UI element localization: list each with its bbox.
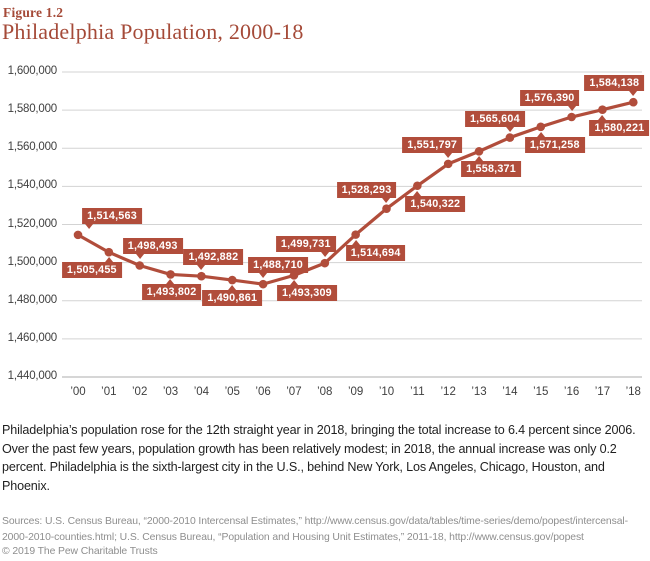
data-label-badge: 1,498,493 bbox=[122, 238, 183, 260]
x-axis-tick-label: ’15 bbox=[533, 386, 549, 398]
data-point bbox=[567, 112, 576, 122]
y-axis-tick-label: 1,520,000 bbox=[7, 217, 58, 230]
chart-caption: Philadelphia’s population rose for the 1… bbox=[2, 423, 636, 493]
data-label-badge: 1,490,861 bbox=[202, 285, 263, 307]
data-label-badge: 1,540,322 bbox=[405, 190, 466, 212]
x-axis-tick-label: ’09 bbox=[347, 386, 364, 398]
y-axis-tick-label: 1,460,000 bbox=[7, 331, 58, 344]
badge-pointer bbox=[166, 279, 175, 285]
y-axis-tick-label: 1,480,000 bbox=[7, 293, 58, 306]
x-axis-tick-label: ’04 bbox=[193, 386, 210, 398]
x-axis-tick-label: ’16 bbox=[563, 386, 580, 398]
x-axis-tick-label: ’12 bbox=[440, 386, 456, 398]
data-point bbox=[320, 258, 330, 268]
x-axis-tick-label: ’18 bbox=[625, 386, 641, 398]
badge-pointer bbox=[104, 257, 113, 263]
badge-pointer bbox=[567, 106, 576, 111]
badge-pointer bbox=[505, 126, 514, 132]
data-label-badge: 1,576,390 bbox=[519, 90, 580, 111]
data-point bbox=[197, 271, 206, 281]
data-point bbox=[73, 230, 83, 240]
data-point bbox=[413, 181, 422, 191]
x-axis-tick-label: ’06 bbox=[255, 386, 271, 398]
badge-pointer bbox=[444, 152, 453, 158]
data-label-badge: 1,584,138 bbox=[584, 75, 645, 97]
chart-canvas bbox=[62, 71, 642, 378]
data-point bbox=[289, 271, 299, 280]
population-line-chart: 1,600,000 1,580,000 1,560,000 1,540,000 1,52… bbox=[7, 65, 650, 398]
data-point bbox=[227, 275, 237, 285]
badge-pointer bbox=[228, 285, 237, 291]
badge-pointer bbox=[289, 280, 298, 286]
x-axis-tick-label: ’02 bbox=[132, 386, 148, 398]
badge-pointer bbox=[85, 223, 94, 229]
data-label-badge: 1,558,371 bbox=[461, 156, 521, 178]
data-point bbox=[629, 97, 638, 107]
data-point bbox=[104, 247, 114, 257]
figure-title: Philadelphia Population, 2000-18 bbox=[2, 19, 304, 44]
data-label-badge: 1,528,293 bbox=[336, 181, 397, 203]
y-axis-tick-label: 1,580,000 bbox=[7, 103, 58, 116]
data-point bbox=[351, 230, 360, 239]
copyright-text: © 2019 The Pew Charitable Trusts bbox=[2, 546, 158, 557]
x-axis-tick-label: ’10 bbox=[378, 386, 395, 398]
data-point bbox=[505, 133, 515, 142]
x-axis-tick-label: ’07 bbox=[286, 386, 302, 398]
data-label-badge: 1,488,710 bbox=[248, 257, 309, 279]
data-point bbox=[443, 159, 453, 169]
x-axis-tick-label: ’05 bbox=[224, 386, 240, 398]
badge-pointer bbox=[197, 265, 206, 271]
data-point bbox=[135, 261, 144, 270]
badge-pointer bbox=[135, 254, 144, 260]
x-axis-tick-label: ’00 bbox=[70, 386, 86, 398]
data-point bbox=[536, 122, 546, 132]
badge-pointer bbox=[598, 114, 607, 120]
data-label-badge: 1,580,221 bbox=[589, 114, 650, 136]
data-label-badge: 1,551,797 bbox=[402, 136, 463, 158]
data-label-badge: 1,499,731 bbox=[275, 236, 336, 258]
x-axis-tick-label: ’01 bbox=[101, 386, 117, 398]
data-label-badge: 1,514,563 bbox=[82, 207, 142, 229]
x-axis-tick-label: ’11 bbox=[410, 386, 425, 398]
y-axis-tick-label: 1,440,000 bbox=[7, 370, 58, 382]
data-label-badge: 1,565,604 bbox=[464, 110, 525, 132]
x-axis-tick-label: ’13 bbox=[471, 386, 487, 398]
badge-pointer bbox=[259, 273, 268, 279]
x-axis-tick-label: ’17 bbox=[594, 386, 611, 398]
badge-pointer bbox=[536, 131, 545, 137]
figure-label: Figure 1.2 bbox=[3, 5, 64, 20]
data-label-badge: 1,493,802 bbox=[141, 279, 202, 301]
badge-pointer bbox=[320, 252, 329, 258]
badge-pointer bbox=[413, 190, 422, 196]
badge-pointer bbox=[629, 91, 638, 97]
y-axis-tick-label: 1,500,000 bbox=[7, 255, 58, 268]
data-point bbox=[474, 147, 484, 156]
data-label-badge: 1,493,309 bbox=[277, 280, 337, 302]
data-point bbox=[382, 204, 391, 213]
badge-pointer bbox=[382, 197, 391, 203]
y-axis-tick-label: 1,600,000 bbox=[7, 65, 58, 77]
x-axis-tick-label: ’08 bbox=[317, 386, 333, 398]
data-label-badge: 1,571,258 bbox=[524, 131, 585, 153]
y-axis-tick-label: 1,540,000 bbox=[7, 179, 58, 192]
data-point bbox=[598, 105, 607, 115]
x-axis-tick-label: ’03 bbox=[162, 386, 179, 398]
data-point bbox=[166, 270, 175, 279]
badge-pointer bbox=[351, 239, 360, 245]
x-axis-tick-label: ’14 bbox=[502, 386, 518, 398]
sources-text: Sources: U.S. Census Bureau, “2000-2010 … bbox=[2, 516, 628, 543]
y-axis-tick-label: 1,560,000 bbox=[7, 141, 58, 154]
data-point bbox=[258, 279, 268, 289]
data-label-badge: 1,505,455 bbox=[61, 257, 122, 279]
data-label-badge: 1,514,694 bbox=[345, 239, 406, 261]
data-label-badge: 1,492,882 bbox=[183, 249, 244, 271]
badge-pointer bbox=[475, 156, 484, 162]
